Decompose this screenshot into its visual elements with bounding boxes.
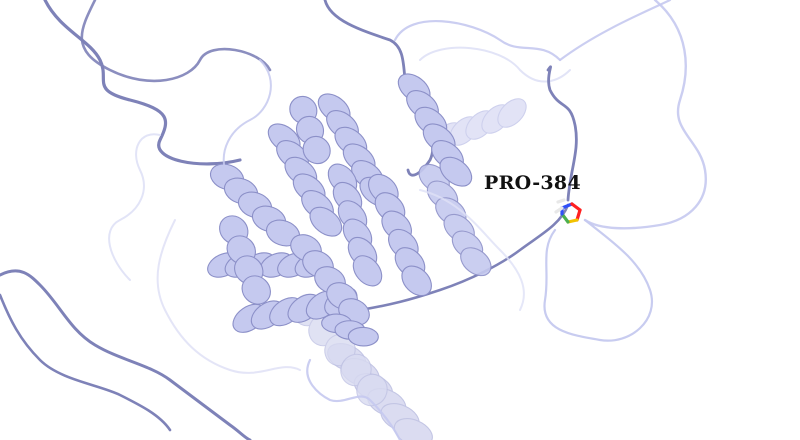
alpha-helix <box>368 173 432 297</box>
coil-loops <box>43 0 707 374</box>
alpha-helix <box>267 123 343 237</box>
coil-segment <box>0 269 252 440</box>
residue-bond <box>560 212 570 224</box>
coil-segment <box>583 0 707 230</box>
residue-label: PRO-384 <box>484 172 581 194</box>
helices-front <box>207 73 473 347</box>
coil-segment <box>108 133 161 281</box>
residue-bond <box>560 202 574 210</box>
residue-bond <box>570 202 582 212</box>
coil-segment <box>419 189 525 311</box>
coil-segment <box>393 20 562 62</box>
coil-loops-front <box>0 59 525 440</box>
alpha-helix <box>289 95 331 165</box>
coil-segment <box>0 293 172 432</box>
alpha-helix <box>327 163 383 287</box>
coil-segment <box>543 218 653 342</box>
coil-segment <box>80 0 272 83</box>
coil-segment <box>558 0 672 62</box>
proline-residue-sticks[interactable] <box>554 198 582 224</box>
coil-segment <box>546 65 578 202</box>
residue-bond <box>575 208 582 222</box>
alpha-helix <box>290 234 370 326</box>
alpha-helix <box>219 215 271 305</box>
coil-segment <box>222 59 272 171</box>
residue-bond <box>556 198 566 204</box>
coil-segment <box>156 219 301 374</box>
alpha-helix <box>209 163 301 247</box>
coil-segment <box>306 358 402 440</box>
alpha-helix <box>321 313 379 347</box>
residue-bond <box>554 206 564 214</box>
alpha-helix <box>397 73 473 187</box>
coil-segment <box>419 46 571 83</box>
coil-segment <box>43 0 242 166</box>
